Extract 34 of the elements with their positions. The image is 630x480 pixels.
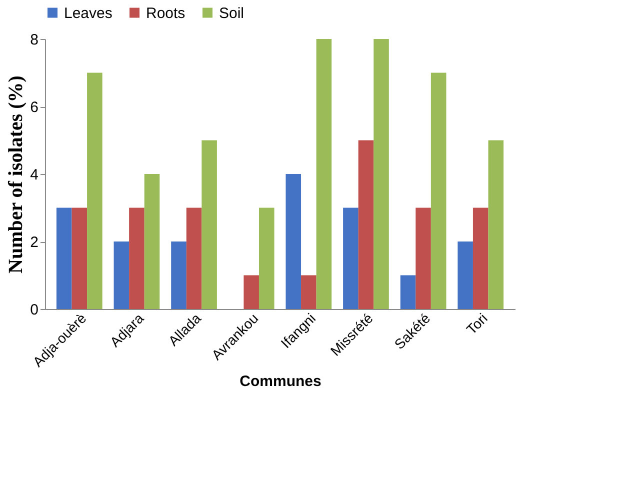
bar (400, 275, 416, 309)
bar (343, 208, 358, 309)
bar (458, 242, 473, 309)
bar (144, 174, 160, 309)
bar (202, 140, 217, 309)
bar (258, 208, 274, 309)
y-tick-label: 2 (30, 234, 38, 251)
bar (56, 208, 72, 309)
bar (114, 242, 130, 309)
x-axis-title: Communes (240, 372, 322, 390)
bar (87, 72, 102, 309)
bar (316, 39, 332, 309)
legend-label: Roots (146, 4, 186, 22)
bar (301, 275, 316, 309)
y-tick-label: 8 (30, 32, 38, 48)
bar (286, 174, 302, 309)
y-tick-label: 6 (30, 99, 38, 116)
y-axis-title: Number of isolates (%) (5, 76, 28, 274)
legend-label: Leaves (64, 4, 112, 22)
bar (472, 208, 488, 309)
bar (72, 208, 88, 309)
x-tick-label: Tori (463, 310, 491, 338)
bar (244, 275, 259, 309)
bar (129, 208, 144, 309)
bar (430, 72, 446, 309)
bar (358, 140, 374, 309)
bar (416, 208, 431, 309)
bar (186, 208, 202, 309)
bar (374, 39, 389, 309)
bar (488, 140, 504, 309)
bar (171, 242, 186, 309)
y-tick-label: 4 (30, 166, 38, 184)
y-tick-label: 0 (30, 302, 38, 318)
legend-label: Soil (219, 4, 244, 22)
